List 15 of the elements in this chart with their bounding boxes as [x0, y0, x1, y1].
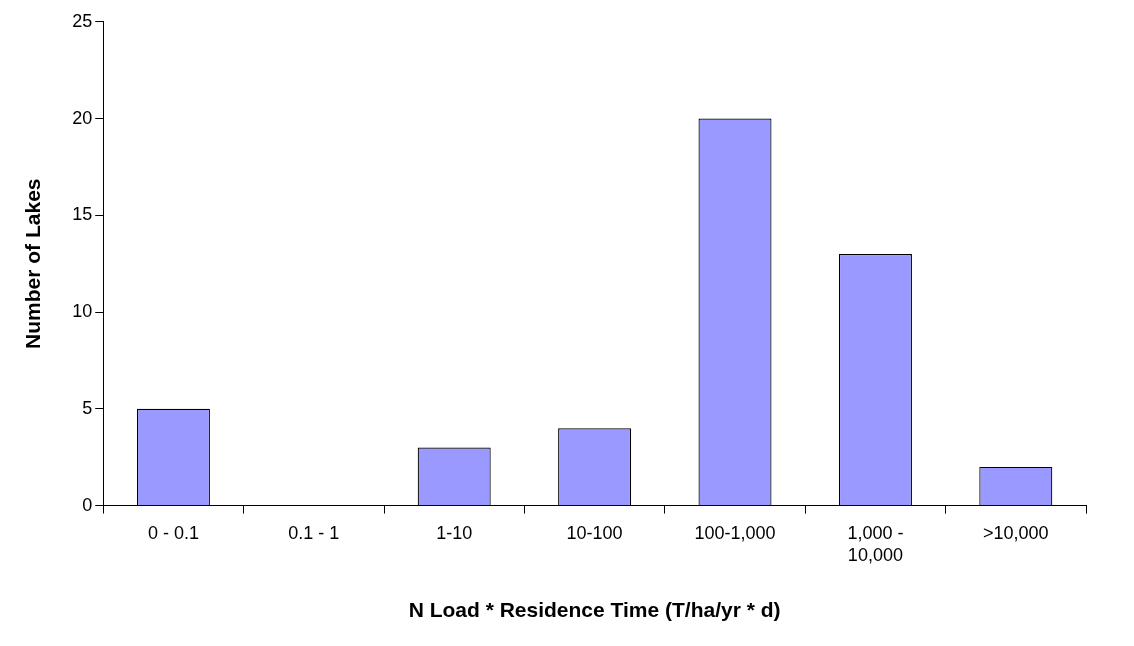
y-tick-label: 15	[72, 204, 93, 225]
y-tick-label: 5	[82, 397, 93, 418]
x-tick-label: >10,000	[983, 523, 1049, 544]
y-tick-label: 20	[72, 107, 93, 128]
x-axis-title: N Load * Residence Time (T/ha/yr * d)	[408, 598, 781, 622]
x-tick-label: 100-1,000	[694, 523, 776, 544]
y-tick-label: 25	[72, 10, 93, 31]
y-tick-label: 10	[72, 301, 93, 322]
x-tick-label: 1-10	[436, 523, 473, 544]
x-tick-label: 0.1 - 1	[288, 523, 340, 544]
x-tick-label: 1,000 - 10,000	[847, 523, 904, 565]
x-tick-label: 10-100	[566, 523, 623, 544]
y-axis-title: Number of Lakes	[21, 178, 45, 349]
x-tick-label: 0 - 0.1	[147, 523, 199, 544]
y-tick-label: 0	[82, 494, 93, 515]
